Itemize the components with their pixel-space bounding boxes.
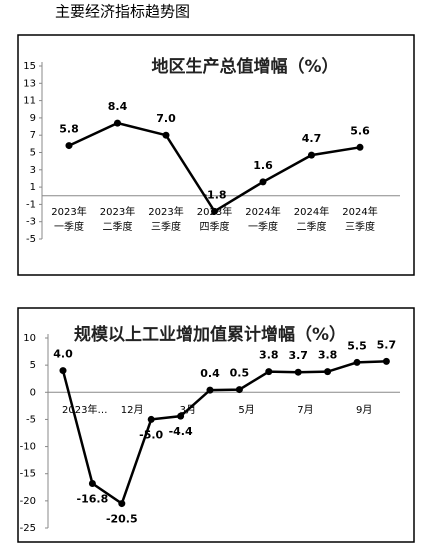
chart-title: 规模以上工业增加值累计增幅（%）: [74, 324, 346, 345]
y-tick-label: -25: [20, 523, 36, 534]
data-label: -20.5: [106, 513, 138, 526]
data-label: 8.4: [108, 100, 128, 113]
y-tick-label: 5: [30, 360, 36, 371]
data-point: [259, 178, 267, 186]
x-tick-label: 12月: [121, 404, 144, 416]
data-point: [294, 368, 302, 376]
data-point: [118, 500, 126, 508]
data-point: [382, 357, 390, 365]
x-tick-label: 7月: [297, 404, 313, 416]
data-point: [356, 143, 364, 151]
data-label: 5.7: [377, 338, 397, 351]
data-label: 5.5: [347, 339, 367, 352]
x-tick-label: 2023年二季度: [100, 205, 135, 233]
y-tick-label: 11: [23, 96, 36, 107]
y-tick-label: 7: [30, 130, 36, 141]
data-point: [88, 479, 96, 487]
data-point: [65, 142, 73, 150]
data-label: 3.7: [288, 349, 308, 362]
x-tick-label: 2023年三季度: [148, 205, 183, 233]
data-label: 5.8: [59, 123, 79, 136]
x-tick-label: 5月: [238, 404, 254, 416]
data-label: 0.5: [230, 367, 250, 380]
data-label: 1.6: [253, 159, 273, 172]
data-point: [162, 131, 170, 139]
data-point: [177, 412, 185, 420]
data-label: 4.0: [53, 348, 73, 361]
y-tick-label: -1: [26, 199, 36, 210]
data-label: -4.4: [169, 425, 193, 438]
data-point: [235, 386, 243, 394]
y-tick-label: 13: [23, 78, 36, 89]
y-tick-label: -5: [26, 234, 36, 245]
x-tick-label: 2024年二季度: [294, 205, 329, 233]
data-label: 3.8: [318, 349, 338, 362]
y-tick-label: 0: [30, 387, 36, 398]
data-point: [265, 368, 273, 376]
data-point: [114, 119, 121, 127]
chart-frame: [17, 307, 415, 543]
y-tick-label: -15: [20, 469, 36, 480]
y-tick-label: -3: [26, 217, 36, 228]
x-tick-label: 2024年三季度: [342, 205, 377, 233]
page-title: 主要经济指标趋势图: [55, 3, 190, 21]
data-point: [59, 367, 67, 375]
data-point: [211, 207, 218, 215]
data-label: 4.7: [302, 132, 322, 145]
y-tick-label: -10: [20, 442, 36, 453]
data-label: 5.6: [350, 124, 370, 137]
y-tick-label: 1: [30, 182, 36, 193]
data-label: 3.8: [259, 349, 279, 362]
chart-frame: [17, 34, 415, 276]
data-label: -5.0: [139, 428, 163, 441]
data-label: 7.0: [156, 112, 176, 125]
data-label: -1.8: [202, 188, 226, 201]
data-line: [61, 360, 387, 506]
data-point: [147, 415, 155, 423]
data-point: [206, 386, 214, 394]
y-tick-label: 15: [23, 61, 36, 72]
data-label: -16.8: [77, 492, 109, 505]
y-tick-label: 10: [23, 333, 36, 344]
chart-title: 地区生产总值增幅（%）: [151, 56, 338, 77]
data-point: [324, 368, 332, 376]
y-tick-label: 5: [30, 148, 36, 159]
y-tick-label: -20: [20, 496, 36, 507]
data-point: [353, 358, 361, 366]
y-tick-label: -5: [26, 414, 36, 425]
x-tick-label: 2023年一季度: [51, 205, 86, 233]
data-label: 0.4: [200, 367, 220, 380]
x-tick-label: 2024年一季度: [245, 205, 280, 233]
x-tick-label: 9月: [356, 404, 372, 416]
data-point: [308, 151, 315, 159]
x-tick-label: 2023年…: [62, 403, 107, 416]
y-tick-label: 9: [30, 113, 36, 124]
y-tick-label: 3: [30, 165, 36, 176]
